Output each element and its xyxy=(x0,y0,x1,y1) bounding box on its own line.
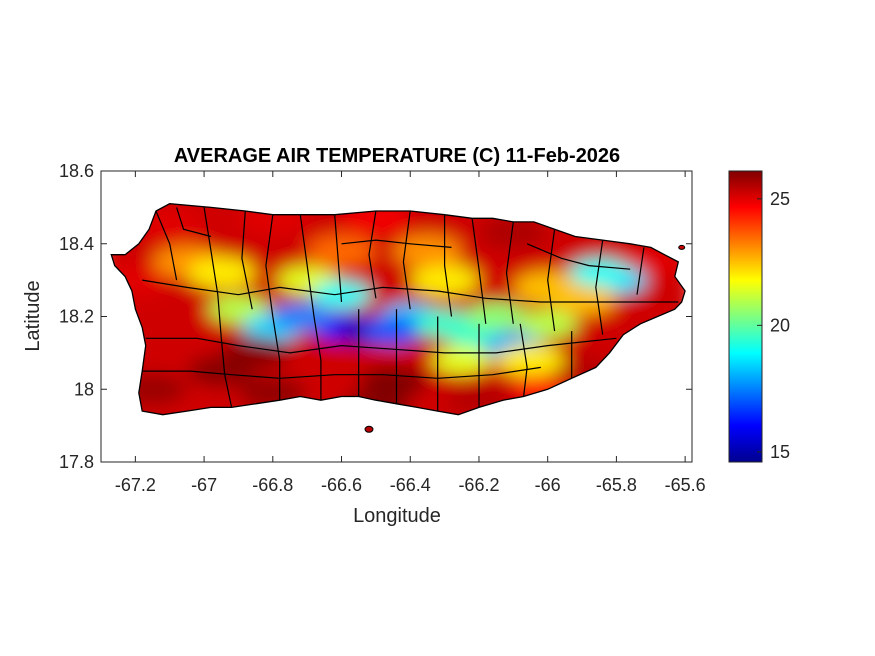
x-tick-label: -66.6 xyxy=(321,475,362,495)
y-tick-label: 18.6 xyxy=(59,161,94,181)
temperature-blob xyxy=(414,309,475,338)
x-tick-label: -66.2 xyxy=(458,475,499,495)
municipality-boundary xyxy=(595,240,604,335)
temperature-blob xyxy=(410,264,479,297)
municipality-boundary xyxy=(142,279,679,303)
colorbar-ticks: 25 20 15 xyxy=(757,189,790,462)
temperature-blob xyxy=(466,302,527,331)
temperature-blob xyxy=(307,235,376,267)
municipality-boundary xyxy=(272,316,281,401)
chart-title: AVERAGE AIR TEMPERATURE (C) 11-Feb-2026 xyxy=(174,145,620,167)
municipality-boundary xyxy=(176,207,212,238)
municipality-boundary xyxy=(444,214,453,317)
x-tick-label: -67.2 xyxy=(115,475,156,495)
temperature-blob xyxy=(208,295,269,324)
colorbar-gradient xyxy=(728,170,763,463)
municipality-boundary xyxy=(203,207,222,339)
temperature-blob xyxy=(496,344,565,377)
municipality-boundary xyxy=(142,366,541,379)
small-island xyxy=(364,425,374,433)
y-tick-label: 18.2 xyxy=(59,307,94,327)
small-islands xyxy=(364,244,686,433)
municipality-boundary xyxy=(145,337,617,354)
small-island xyxy=(678,244,686,250)
municipality-boundary xyxy=(265,214,274,317)
municipality-boundary xyxy=(505,221,514,324)
temperature-blob xyxy=(270,302,331,331)
municipality-boundary xyxy=(526,243,631,270)
y-axis-label: Latitude xyxy=(22,280,44,351)
temperature-blob xyxy=(431,346,492,375)
colorbar: 25 20 15 xyxy=(728,170,790,463)
municipality-boundary xyxy=(220,338,233,408)
x-tick-label: -67 xyxy=(191,475,217,495)
municipality-boundary xyxy=(402,210,411,310)
municipality-boundaries xyxy=(142,207,679,412)
municipality-boundary xyxy=(547,229,556,332)
temperature-blob xyxy=(548,282,616,315)
x-tick-label: -65.6 xyxy=(665,475,706,495)
x-tick-label: -66.8 xyxy=(252,475,293,495)
map-axes: -67.2 -67 -66.8 -66.6 -66.4 -66.2 -66 -65.8 -65.… xyxy=(59,161,706,495)
colorbar-tick-label: 25 xyxy=(770,189,790,209)
municipality-boundary xyxy=(471,218,487,324)
municipality-boundary xyxy=(299,214,315,317)
colorbar-tick-label: 20 xyxy=(770,315,790,335)
y-axis-ticks: 18.6 18.4 18.2 18 17.8 xyxy=(59,161,692,472)
municipality-boundary xyxy=(519,323,528,397)
municipality-boundary xyxy=(636,247,645,295)
temperature-blob xyxy=(479,216,548,249)
municipality-boundary xyxy=(368,210,377,299)
municipality-boundary xyxy=(341,239,452,248)
x-tick-label: -66.4 xyxy=(390,475,431,495)
y-tick-label: 18 xyxy=(74,379,94,399)
municipality-boundary xyxy=(241,210,253,310)
x-axis-label: Longitude xyxy=(353,505,441,527)
municipality-boundary xyxy=(334,214,343,303)
temperature-blob xyxy=(569,258,630,287)
temperature-blob xyxy=(517,309,578,338)
temperature-blob xyxy=(187,256,256,289)
x-axis-ticks: -67.2 -67 -66.8 -66.6 -66.4 -66.2 -66 -65.8 -65.… xyxy=(115,171,706,495)
temperature-blob xyxy=(187,355,256,388)
island-outline xyxy=(110,203,686,416)
x-tick-label: -66 xyxy=(535,475,561,495)
temperature-blob xyxy=(359,366,428,398)
y-tick-label: 17.8 xyxy=(59,452,94,472)
y-tick-label: 18.4 xyxy=(59,234,94,254)
municipality-boundary xyxy=(155,210,178,281)
colorbar-tick-label: 15 xyxy=(770,442,790,462)
x-tick-label: -65.8 xyxy=(596,475,637,495)
temperature-blob xyxy=(363,317,424,346)
municipality-boundary xyxy=(313,316,322,401)
